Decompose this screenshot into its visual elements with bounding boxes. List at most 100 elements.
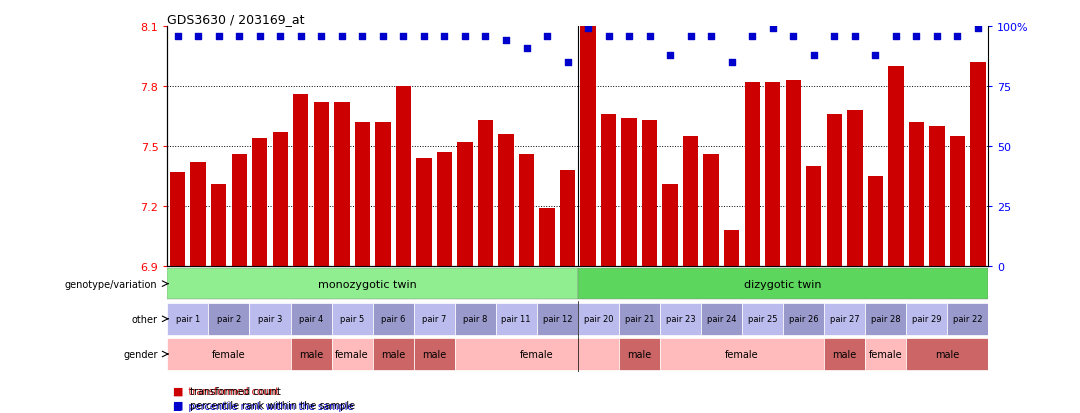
Point (375, 33, 392, 40)
Point (210, 33, 228, 40)
Bar (888, 67, 904, 266)
Point (251, 33, 269, 40)
Text: ■  transformed count: ■ transformed count (173, 386, 279, 396)
Bar (252, 139, 268, 266)
Bar (683, 137, 699, 266)
Bar (765, 83, 781, 266)
Text: pair 25: pair 25 (747, 315, 778, 323)
Text: pair 21: pair 21 (624, 315, 654, 323)
Bar (744, 83, 760, 266)
Point (642, 33, 659, 40)
Point (580, 26, 597, 33)
Bar (906, 338, 988, 370)
Bar (518, 154, 535, 266)
Text: female: female (868, 349, 903, 359)
Bar (375, 123, 391, 266)
Bar (167, 303, 208, 335)
Point (765, 26, 782, 33)
Bar (824, 303, 865, 335)
Point (272, 33, 289, 40)
Bar (373, 303, 414, 335)
Point (703, 33, 720, 40)
Text: pair 5: pair 5 (340, 315, 364, 323)
Point (231, 33, 248, 40)
Point (292, 33, 310, 40)
Point (826, 33, 843, 40)
Point (847, 33, 864, 40)
Bar (293, 95, 309, 266)
Bar (578, 303, 619, 335)
Text: pair 28: pair 28 (870, 315, 901, 323)
Bar (949, 137, 966, 266)
Text: pair 12: pair 12 (542, 315, 572, 323)
Bar (373, 338, 414, 370)
Bar (496, 303, 537, 335)
Text: male: male (935, 349, 959, 359)
Text: gender: gender (123, 349, 158, 359)
Point (313, 33, 330, 40)
Bar (334, 103, 350, 266)
Bar (806, 166, 822, 266)
Point (190, 33, 207, 40)
Text: dizygotic twin: dizygotic twin (744, 279, 822, 289)
Text: genotype/variation: genotype/variation (65, 279, 158, 289)
Point (806, 52, 823, 59)
Bar (580, 27, 596, 266)
Bar (724, 230, 740, 266)
Bar (824, 338, 865, 370)
Text: pair 24: pair 24 (706, 315, 737, 323)
Text: percentile rank within the sample: percentile rank within the sample (187, 400, 355, 410)
Bar (600, 115, 617, 266)
Text: monozygotic twin: monozygotic twin (319, 279, 417, 289)
Text: GDS3630 / 203169_at: GDS3630 / 203169_at (167, 13, 305, 26)
Bar (537, 303, 578, 335)
Text: pair 1: pair 1 (176, 315, 200, 323)
Bar (208, 303, 249, 335)
Bar (291, 338, 332, 370)
Bar (947, 303, 988, 335)
Point (498, 38, 515, 45)
Bar (867, 177, 883, 266)
Text: female: female (519, 349, 554, 359)
Bar (539, 209, 555, 266)
Bar (416, 159, 432, 266)
Text: pair 23: pair 23 (665, 315, 696, 323)
Point (724, 59, 741, 66)
Text: pair 4: pair 4 (299, 315, 323, 323)
Text: male: male (381, 349, 405, 359)
Text: male: male (299, 349, 323, 359)
Bar (455, 338, 619, 370)
Text: pair 20: pair 20 (583, 315, 613, 323)
Text: other: other (132, 314, 158, 324)
Bar (783, 303, 824, 335)
Point (457, 33, 474, 40)
Point (518, 45, 536, 52)
Bar (621, 119, 637, 266)
Point (970, 26, 987, 33)
Text: pair 22: pair 22 (953, 315, 983, 323)
Bar (354, 123, 370, 266)
Bar (414, 338, 455, 370)
Bar (457, 142, 473, 266)
Point (395, 33, 413, 40)
Point (662, 52, 679, 59)
Bar (414, 303, 455, 335)
Bar (170, 173, 186, 266)
Bar (660, 338, 824, 370)
Point (539, 33, 556, 40)
Bar (578, 268, 988, 300)
Text: pair 29: pair 29 (912, 315, 942, 323)
Point (334, 33, 351, 40)
Text: ■: ■ (173, 400, 184, 410)
Point (867, 52, 885, 59)
Text: pair 11: pair 11 (501, 315, 531, 323)
Text: pair 8: pair 8 (463, 315, 487, 323)
Bar (395, 87, 411, 266)
Bar (908, 123, 924, 266)
Point (559, 59, 577, 66)
Bar (929, 127, 945, 266)
Point (908, 33, 926, 40)
Bar (785, 81, 801, 266)
Text: female: female (335, 349, 369, 359)
Bar (742, 303, 783, 335)
